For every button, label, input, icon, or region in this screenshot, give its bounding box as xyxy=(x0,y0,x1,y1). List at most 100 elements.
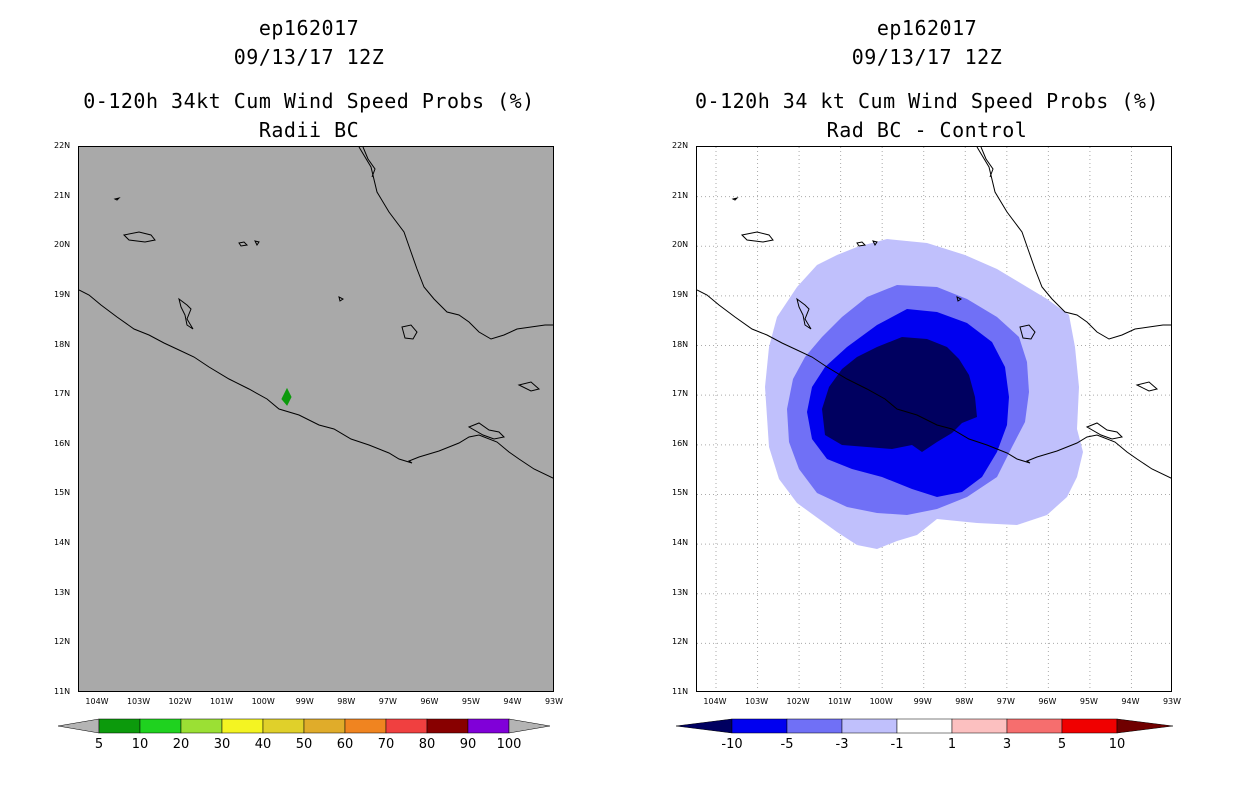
lake-1 xyxy=(401,324,418,340)
lat-label: 15N xyxy=(54,488,71,498)
lat-label: 22N xyxy=(54,141,71,150)
lat-label: 12N xyxy=(672,637,689,647)
difference-map xyxy=(697,147,1171,691)
lon-label: 98W xyxy=(955,697,974,706)
island-1 xyxy=(122,231,156,243)
colorbar xyxy=(57,718,551,734)
map-area xyxy=(696,146,1172,692)
lake-2 xyxy=(1135,381,1159,392)
colorbar-label: 1 xyxy=(947,737,957,752)
islet-2 xyxy=(254,240,260,246)
pacific-coastline xyxy=(79,289,553,479)
lon-label: 102W xyxy=(168,697,192,706)
colorbar-end-low xyxy=(675,718,733,734)
colorbar-swatch xyxy=(303,718,346,734)
colorbar-label: 100 xyxy=(496,737,522,752)
lon-label: 94W xyxy=(1121,697,1140,706)
lon-label: 101W xyxy=(828,697,852,706)
coast-detail xyxy=(362,147,376,178)
lon-label: 94W xyxy=(503,697,522,706)
datetime: 09/13/17 12Z xyxy=(233,45,385,69)
lon-label: 103W xyxy=(744,697,769,706)
lat-label: 16N xyxy=(54,438,71,448)
storm-id: ep162017 xyxy=(258,16,360,40)
lat-label: 11N xyxy=(672,687,689,696)
colorbar-label: 90 xyxy=(459,737,477,752)
colorbar-swatch xyxy=(385,718,428,734)
colorbar-swatch xyxy=(139,718,182,734)
lon-label: 99W xyxy=(295,697,314,706)
probability-spot xyxy=(281,387,292,406)
colorbar-label: -5 xyxy=(780,737,794,752)
lon-label: 103W xyxy=(126,697,151,706)
colorbar-swatch xyxy=(221,718,264,734)
islet-2 xyxy=(872,240,878,246)
lat-label: 13N xyxy=(54,587,71,597)
lat-label: 20N xyxy=(54,240,71,250)
lat-label: 19N xyxy=(54,289,71,299)
lat-label: 17N xyxy=(672,389,689,399)
contour-minus-10 xyxy=(822,337,977,452)
lat-label: 12N xyxy=(54,637,71,647)
islet-1 xyxy=(856,241,867,247)
colorbar-label: 70 xyxy=(377,737,395,752)
colorbar-label: 40 xyxy=(254,737,272,752)
islet-4 xyxy=(338,296,344,302)
colorbar-label: 80 xyxy=(418,737,436,752)
island-2 xyxy=(178,297,194,330)
islet-1 xyxy=(238,241,249,247)
plot-subtitle: Radii BC xyxy=(258,118,360,142)
islet-3 xyxy=(731,197,739,201)
lat-label: 11N xyxy=(54,687,71,696)
colorbar-swatch xyxy=(1006,718,1063,734)
colorbar-swatch xyxy=(786,718,843,734)
colorbar-label: -10 xyxy=(721,737,743,752)
island-2 xyxy=(796,297,812,330)
gulf-coastline xyxy=(976,147,1171,340)
colorbar-label: 10 xyxy=(131,737,149,752)
colorbar-swatch xyxy=(180,718,223,734)
lon-label: 97W xyxy=(996,697,1015,706)
lat-label: 14N xyxy=(54,538,71,548)
colorbar-swatch xyxy=(426,718,469,734)
lat-label: 21N xyxy=(672,190,689,200)
pacific-coastline xyxy=(697,289,1171,479)
lon-label: 100W xyxy=(869,697,893,706)
map-area xyxy=(78,146,554,692)
colorbar xyxy=(675,718,1174,734)
lon-label: 93W xyxy=(544,697,564,706)
colorbar-label: 60 xyxy=(336,737,354,752)
datetime: 09/13/17 12Z xyxy=(851,45,1003,69)
colorbar-label: 10 xyxy=(1108,737,1126,752)
colorbar-label: 3 xyxy=(1002,737,1012,752)
lat-label: 13N xyxy=(672,587,689,597)
lat-label: 21N xyxy=(54,190,71,200)
colorbar-end-high xyxy=(1116,718,1174,734)
colorbar-end-low xyxy=(57,718,100,734)
colorbar-swatch xyxy=(262,718,305,734)
lake-2 xyxy=(517,381,541,392)
colorbar-label: 50 xyxy=(295,737,313,752)
coast-detail xyxy=(980,147,994,178)
colorbar-swatch xyxy=(951,718,1008,734)
lon-label: 96W xyxy=(1038,697,1057,706)
plot-title: 0-120h 34 kt Cum Wind Speed Probs (%) xyxy=(694,89,1160,113)
lat-label: 19N xyxy=(672,289,689,299)
lat-label: 18N xyxy=(672,339,689,349)
lon-label: 99W xyxy=(913,697,932,706)
lake-1 xyxy=(1019,324,1036,340)
colorbar-label: 5 xyxy=(94,737,104,752)
colorbar-end-high xyxy=(508,718,551,734)
lon-label: 93W xyxy=(1162,697,1182,706)
colorbar-label: -3 xyxy=(835,737,849,752)
colorbar-swatch xyxy=(896,718,953,734)
lat-label: 22N xyxy=(672,141,689,150)
colorbar-swatch xyxy=(467,718,510,734)
right-panel: ep162017 09/13/17 12Z 0-120h 34 kt Cum W… xyxy=(618,0,1236,800)
lon-label: 97W xyxy=(378,697,397,706)
island-1 xyxy=(740,231,774,243)
coastline-map xyxy=(79,147,553,479)
storm-id: ep162017 xyxy=(876,16,978,40)
colorbar-swatch xyxy=(1061,718,1118,734)
lon-label: 104W xyxy=(85,697,109,706)
